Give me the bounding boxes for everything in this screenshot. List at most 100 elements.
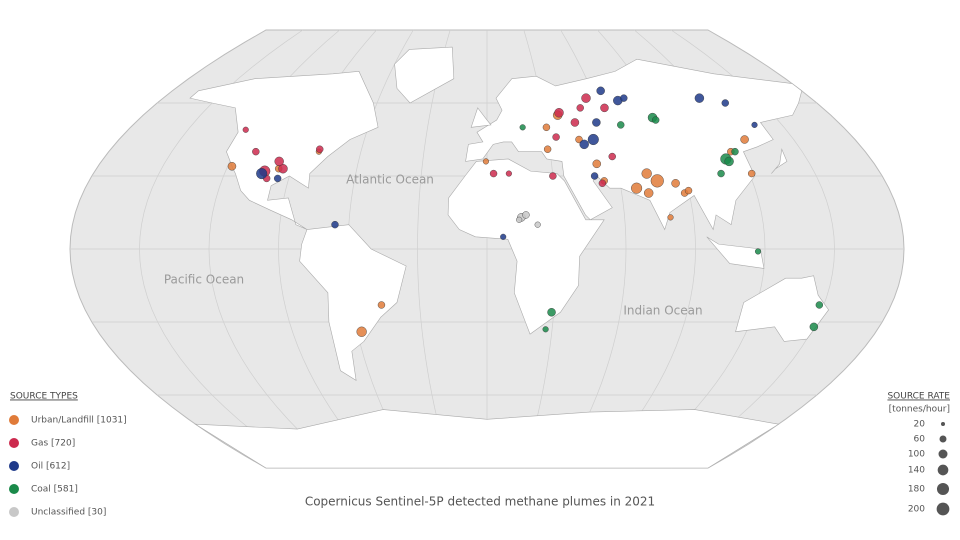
plume	[278, 163, 288, 174]
plume	[274, 156, 284, 167]
size-legend-label: 200	[908, 505, 925, 515]
legend-swatch	[9, 507, 19, 517]
ocean-label: Atlantic Ocean	[346, 173, 434, 187]
plume	[600, 103, 609, 113]
legend-swatch	[9, 438, 19, 448]
plume	[500, 233, 507, 240]
size-legend-label: 140	[908, 466, 925, 476]
land	[194, 409, 780, 469]
ocean-label: Indian Ocean	[623, 304, 702, 318]
size-legend-circle	[940, 421, 946, 427]
size-legend-label: 100	[908, 450, 925, 460]
plume	[273, 174, 282, 183]
plume	[641, 168, 652, 179]
plume	[590, 172, 599, 180]
size-legend-label: 60	[914, 435, 926, 445]
plume	[356, 326, 367, 337]
legend-swatch	[9, 484, 19, 494]
plume	[815, 301, 824, 309]
plume	[631, 182, 643, 194]
plume	[608, 152, 616, 161]
plume	[667, 214, 674, 221]
plume	[227, 162, 237, 171]
plume	[522, 211, 530, 219]
size-legend-label: 20	[914, 420, 926, 430]
legend-swatch	[9, 415, 19, 425]
plume	[731, 147, 739, 156]
plume	[542, 123, 551, 132]
size-legend-circle	[936, 482, 950, 496]
plume	[684, 186, 693, 195]
labels: Atlantic Ocean Pacific Ocean Indian Ocean C…	[9, 173, 950, 518]
plume	[576, 104, 584, 112]
plume	[489, 169, 498, 178]
plume	[717, 169, 725, 178]
plume	[740, 135, 749, 144]
plume	[587, 133, 599, 146]
plume	[617, 121, 625, 129]
ocean-label: Pacific Ocean	[164, 273, 244, 287]
plume	[643, 188, 654, 198]
plume	[256, 168, 268, 180]
plume	[519, 124, 526, 131]
size-legend-title: SOURCE RATE	[887, 392, 950, 402]
plume	[579, 139, 589, 150]
plume	[809, 322, 819, 332]
land	[771, 148, 788, 174]
plume	[671, 179, 680, 188]
legend-label: Coal [581]	[31, 485, 78, 495]
plume	[542, 326, 549, 333]
size-legend-circle	[937, 464, 949, 476]
plume	[570, 118, 580, 127]
land	[447, 158, 605, 335]
legend-swatch	[9, 461, 19, 471]
plume	[598, 179, 607, 187]
plume	[331, 220, 339, 229]
legend-title: SOURCE TYPES	[10, 392, 78, 402]
plume	[549, 172, 557, 180]
plume	[694, 93, 705, 103]
size-legend-label: 180	[908, 485, 925, 495]
plumes	[227, 86, 824, 337]
plume	[552, 133, 560, 141]
plume	[581, 93, 591, 103]
plume	[516, 216, 523, 223]
basemap	[69, 29, 905, 469]
land	[465, 58, 803, 231]
plume	[652, 116, 660, 124]
plume	[505, 170, 512, 177]
size-legend-circle	[936, 502, 950, 516]
size-legend-circle	[939, 435, 947, 443]
plume	[252, 147, 260, 156]
plume	[754, 248, 762, 255]
land	[706, 236, 765, 269]
land	[735, 275, 829, 342]
plume	[242, 126, 249, 133]
plume	[543, 145, 552, 153]
land	[299, 224, 407, 381]
plume	[751, 121, 758, 128]
caption: Copernicus Sentinel-5P detected methane …	[305, 495, 655, 509]
land	[394, 46, 455, 104]
land	[189, 71, 379, 230]
size-legend-circle	[938, 449, 948, 459]
plume	[620, 94, 628, 102]
plume	[554, 108, 564, 118]
plume	[724, 156, 734, 167]
plume	[316, 145, 324, 153]
plume	[592, 159, 601, 169]
land	[470, 107, 492, 128]
plume	[482, 158, 489, 165]
plume	[592, 118, 601, 127]
plume	[650, 174, 664, 188]
plume	[748, 169, 756, 178]
legend-label: Oil [612]	[31, 462, 70, 472]
plume	[721, 99, 729, 107]
plume	[534, 221, 541, 228]
plume	[377, 301, 386, 309]
plume	[547, 308, 556, 317]
legend-label: Urban/Landfill [1031]	[31, 416, 127, 426]
legend-label: Unclassified [30]	[31, 508, 106, 518]
size-legend-unit: [tonnes/hour]	[889, 405, 950, 415]
